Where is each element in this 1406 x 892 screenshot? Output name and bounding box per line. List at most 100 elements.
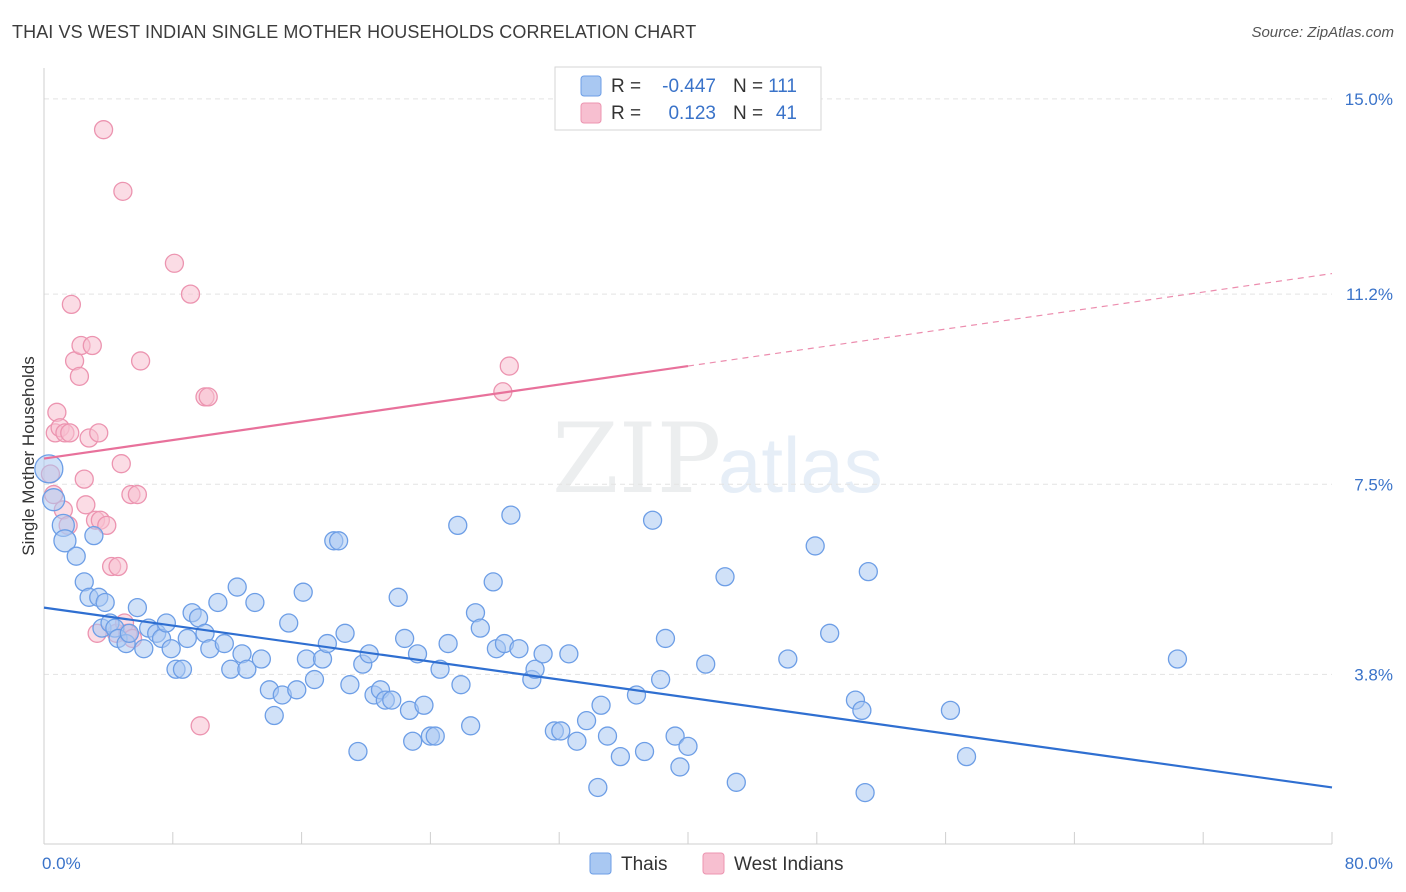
y-tick-labels: 3.8% 7.5% 11.2% 15.0% [1345, 90, 1393, 685]
series-legend-label-west-indians: West Indians [734, 854, 843, 875]
thai-point-25 [177, 628, 197, 649]
west-indian-point-40 [499, 356, 519, 376]
west-indian-point-8 [60, 423, 80, 443]
thai-point-59 [388, 587, 408, 607]
thai-point-110 [956, 746, 977, 767]
thai-point-10 [95, 592, 115, 613]
thai-point-66 [425, 726, 445, 746]
thai-point-86 [576, 711, 597, 731]
thai-point-78 [509, 639, 529, 659]
thai-point-104 [820, 623, 840, 643]
thai-point-30 [208, 592, 228, 613]
west-indian-point-27 [113, 181, 133, 201]
thais-points [34, 454, 1188, 803]
thai-point-102 [778, 649, 798, 669]
thai-point-94 [650, 669, 671, 690]
thai-point-62 [403, 731, 423, 751]
x-tick-label-min: 0.0% [42, 854, 81, 873]
thai-point-96 [665, 726, 685, 746]
thai-point-37 [251, 649, 272, 669]
thai-point-32 [221, 659, 241, 679]
west-indian-point-32 [127, 484, 148, 505]
legend-n-label-west-indians: N = [733, 103, 763, 124]
series-legend-swatch-west-indians [702, 852, 725, 875]
west-indian-point-19 [89, 423, 109, 443]
thai-point-47 [317, 633, 338, 654]
thai-point-97 [670, 757, 690, 777]
thai-point-83 [551, 721, 571, 741]
thai-point-70 [451, 675, 471, 695]
thai-point-50 [335, 623, 355, 643]
trend-lines [43, 272, 1333, 789]
thai-point-101 [726, 772, 746, 792]
west-indian-point-9 [61, 294, 82, 315]
thai-point-89 [597, 726, 618, 746]
thai-point-51 [340, 675, 360, 695]
thai-point-88 [591, 695, 611, 715]
series-legend: Thais West Indians [589, 852, 843, 875]
thai-point-45 [304, 669, 325, 690]
thai-point-49 [328, 531, 349, 551]
watermark-atlas: atlas [718, 421, 883, 509]
thai-point-22 [161, 639, 181, 659]
y-tick-label-0: 3.8% [1354, 665, 1393, 684]
thai-point-1 [42, 488, 66, 512]
legend-swatch-west-indians [580, 102, 602, 124]
thai-point-93 [642, 510, 663, 530]
thai-point-71 [460, 716, 481, 736]
west-indian-point-14 [76, 495, 96, 515]
thai-point-99 [696, 654, 716, 674]
chart-title: THAI VS WEST INDIAN SINGLE MOTHER HOUSEH… [12, 22, 697, 42]
thai-point-68 [438, 633, 458, 654]
trend-line-thais [43, 606, 1333, 789]
legend-r-value-thais: -0.447 [662, 76, 716, 97]
thai-point-64 [414, 695, 434, 715]
thai-point-17 [134, 639, 154, 659]
x-tick-label-max: 80.0% [1345, 854, 1393, 873]
thai-point-106 [852, 700, 872, 721]
thai-point-0 [34, 454, 64, 484]
thai-point-33 [227, 577, 247, 597]
thai-point-58 [382, 690, 402, 710]
x-tick-marks [43, 832, 1333, 844]
y-axis-label: Single Mother Households [19, 356, 38, 555]
west-indian-point-13 [74, 469, 94, 489]
watermark-zip: ZIP [552, 403, 721, 515]
thai-point-67 [430, 659, 450, 679]
thai-point-60 [394, 628, 415, 649]
thai-point-52 [348, 741, 368, 762]
west-indian-point-36 [190, 716, 210, 736]
west-indian-point-16 [82, 335, 102, 356]
legend-r-label-thais: R = [611, 76, 641, 97]
thai-point-92 [634, 741, 655, 762]
thai-point-41 [279, 613, 299, 633]
series-legend-label-thais: Thais [621, 854, 667, 875]
thai-point-77 [501, 505, 521, 525]
legend-n-value-west-indians: 41 [776, 103, 797, 124]
series-legend-swatch-thais [589, 852, 612, 875]
thai-point-95 [655, 628, 676, 649]
thai-point-7 [84, 526, 104, 546]
thai-point-100 [715, 567, 735, 587]
west-indian-point-11 [69, 366, 90, 386]
thai-point-73 [470, 618, 490, 638]
thai-point-81 [533, 644, 553, 664]
thai-point-35 [237, 659, 257, 679]
y-tick-label-1: 7.5% [1354, 475, 1393, 494]
watermark: ZIP atlas [552, 403, 883, 515]
thai-point-98 [678, 736, 698, 757]
thai-point-31 [214, 633, 234, 654]
thai-point-4 [66, 546, 86, 566]
thai-point-107 [858, 561, 878, 582]
west-indian-point-33 [130, 351, 151, 371]
legend-r-value-west-indians: 0.123 [668, 103, 716, 124]
thai-point-44 [296, 649, 317, 669]
thai-point-16 [127, 597, 148, 618]
thai-point-74 [483, 572, 503, 592]
west-indian-point-38 [198, 387, 218, 407]
legend-r-label-west-indians: R = [611, 103, 641, 124]
y-tick-label-3: 15.0% [1345, 90, 1393, 109]
west-indian-point-34 [164, 253, 185, 273]
thai-point-85 [567, 731, 587, 751]
